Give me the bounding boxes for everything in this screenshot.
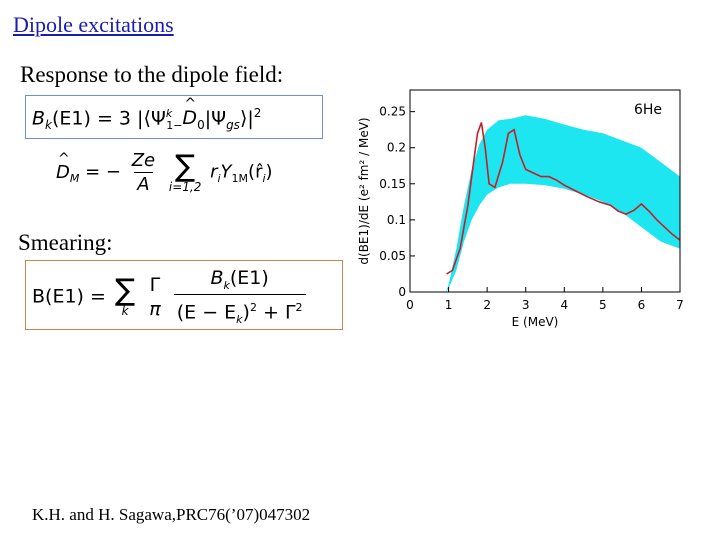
y-tick-label: 0.2 <box>387 141 406 155</box>
uncertainty-band <box>445 115 680 292</box>
x-tick-label: 4 <box>560 298 568 312</box>
citation: K.H. and H. Sagawa,PRC76(’07)047302 <box>32 505 311 524</box>
x-tick-label: 1 <box>445 298 453 312</box>
x-tick-label: 2 <box>483 298 491 312</box>
y-tick-label: 0.1 <box>387 213 406 227</box>
dipole-strength-chart: 0 1 2 3 4 5 6 700.050.10.150.20.25 6He E (MeV) … <box>357 89 684 329</box>
x-tick-label: 6 <box>638 298 646 312</box>
y-tick-label: 0.25 <box>379 105 406 119</box>
series-line-0 <box>446 122 681 275</box>
smearing-label: Smearing: <box>18 230 113 255</box>
slide-title-link[interactable]: Dipole excitations <box>13 12 174 37</box>
y-tick-label: 0.15 <box>379 177 406 191</box>
chart-y-axis-label: d(BE1)/dE (e² fm² / MeV) <box>357 117 371 264</box>
x-tick-label: 3 <box>522 298 530 312</box>
y-tick-label: 0 <box>398 285 406 299</box>
equation-box-bk: Bk(E1) = 3 |⟨Ψk1−D0|Ψgs⟩|2 <box>25 95 323 139</box>
chart-x-axis-label: E (MeV) <box>512 315 559 329</box>
x-tick-label: 0 <box>406 298 414 312</box>
plot-frame <box>409 89 681 293</box>
response-label: Response to the dipole field: <box>20 62 284 87</box>
equation-bk: Bk(E1) = 3 |⟨Ψk1−D0|Ψgs⟩|2 <box>32 96 261 133</box>
equation-dipole-operator: DM = − ZeA ∑i=1,2 riY1M(r̂i) <box>56 150 273 195</box>
x-tick-label: 7 <box>676 298 684 312</box>
x-tick-label: 5 <box>599 298 607 312</box>
chart-annotation-6he: 6He <box>634 102 662 118</box>
y-tick-label: 0.05 <box>379 249 406 263</box>
